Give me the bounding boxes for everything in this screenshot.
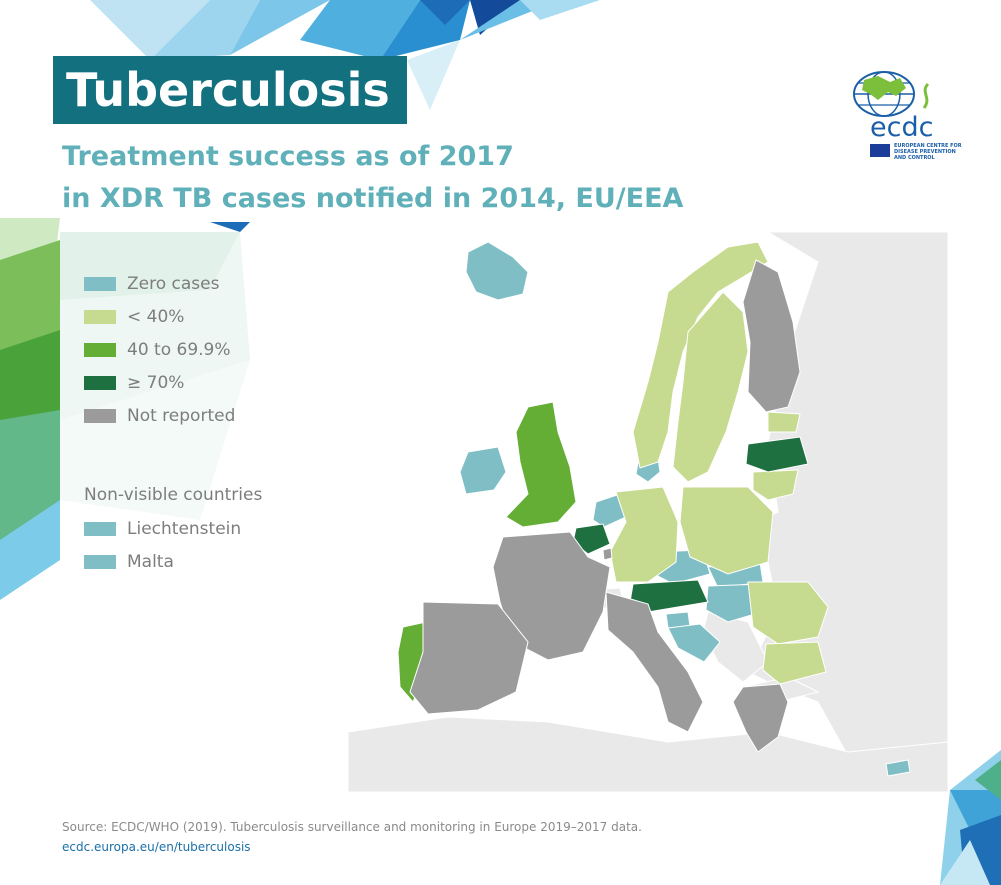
legend-label: Not reported	[127, 406, 236, 426]
country-croatia	[667, 623, 721, 663]
country-sweden	[672, 291, 749, 483]
legend-swatch	[84, 555, 116, 569]
legend-label: Zero cases	[127, 274, 220, 294]
country-romania	[747, 581, 829, 645]
legend-label: < 40%	[127, 307, 185, 327]
legend-item-zero-cases: Zero cases	[84, 272, 219, 296]
legend-item-lt40: < 40%	[84, 305, 184, 329]
country-bulgaria	[762, 641, 827, 685]
country-france	[492, 531, 611, 661]
title-banner	[53, 56, 407, 124]
ecdc-wordmark: ecdc	[870, 112, 934, 143]
eu-flag-icon	[870, 144, 890, 157]
legend-label: ≥ 70%	[127, 373, 185, 393]
subtitle-line-1: Treatment success as of 2017	[62, 141, 514, 172]
europe-map	[348, 232, 948, 792]
legend-swatch	[84, 277, 116, 291]
map-svg	[348, 232, 948, 792]
tuberculosis-link[interactable]: ecdc.europa.eu/en/tuberculosis	[62, 840, 251, 854]
country-luxembourg	[602, 547, 613, 561]
page-subtitle: Treatment success as of 2017 in XDR TB c…	[62, 136, 702, 220]
country-italy	[605, 591, 704, 733]
legend-item-liechtenstein: Liechtenstein	[84, 517, 241, 541]
country-iceland	[465, 241, 529, 301]
legend-swatch	[84, 343, 116, 357]
legend-item-not-reported: Not reported	[84, 404, 235, 428]
country-lithuania	[752, 469, 799, 501]
page-title: Tuberculosis	[66, 63, 390, 117]
source-note: Source: ECDC/WHO (2019). Tuberculosis su…	[62, 820, 642, 834]
legend-swatch	[84, 409, 116, 423]
legend-item-ge70: ≥ 70%	[84, 371, 184, 395]
ecdc-org-name: EUROPEAN CENTRE FOR DISEASE PREVENTION A…	[894, 143, 962, 161]
legend-label: Malta	[127, 552, 174, 572]
country-netherlands	[592, 493, 627, 528]
legend-swatch	[84, 310, 116, 324]
country-spain	[409, 601, 529, 715]
nonvisible-heading: Non-visible countries	[84, 485, 263, 505]
ecdc-globe-icon	[853, 71, 930, 117]
legend-item-malta: Malta	[84, 550, 174, 574]
legend-swatch	[84, 522, 116, 536]
legend-label: Liechtenstein	[127, 519, 242, 539]
country-united-kingdom	[505, 401, 577, 528]
country-poland	[679, 486, 774, 575]
country-latvia	[745, 436, 809, 473]
country-cyprus	[885, 759, 911, 777]
country-germany	[609, 486, 679, 583]
country-ireland	[459, 446, 507, 495]
country-estonia	[767, 411, 801, 433]
legend-item-40-to-70: 40 to 69.9%	[84, 338, 231, 362]
legend-label: 40 to 69.9%	[127, 340, 231, 360]
country-norway	[632, 241, 769, 469]
subtitle-line-2: in XDR TB cases notified in 2014, EU/EEA	[62, 183, 684, 214]
country-finland	[742, 259, 801, 413]
legend-swatch	[84, 376, 116, 390]
country-greece	[732, 683, 789, 753]
